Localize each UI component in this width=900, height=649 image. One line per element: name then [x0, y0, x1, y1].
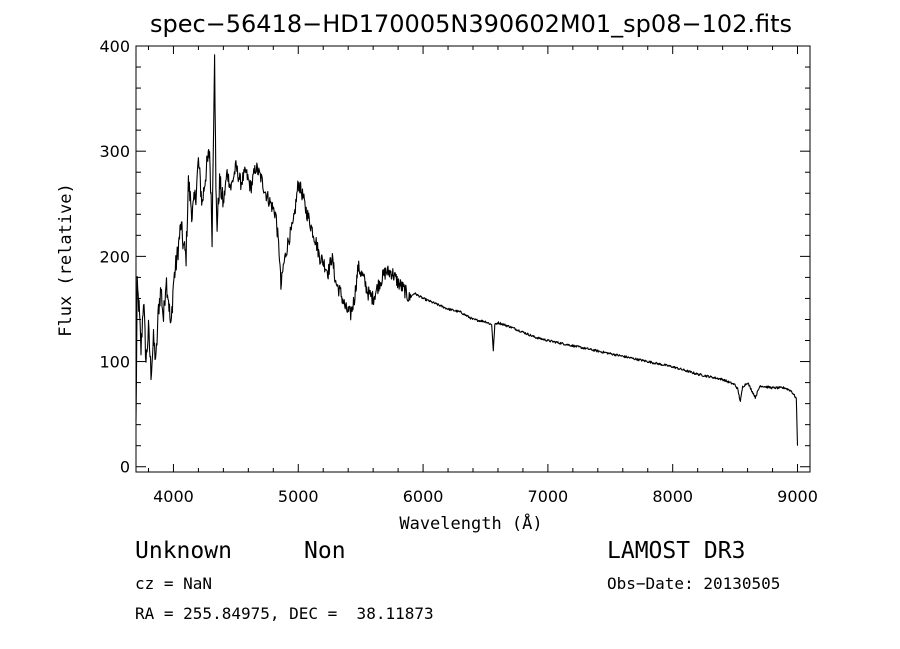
y-tick-label: 100 [99, 353, 130, 372]
x-axis: 4000 5000 6000 7000 8000 9000 [147, 46, 818, 506]
x-tick-label: 9000 [777, 487, 818, 506]
x-tick-label: 5000 [278, 487, 319, 506]
y-axis-label: Flux (relative) [56, 183, 76, 337]
x-tick-label: 4000 [153, 487, 194, 506]
redshift-label: cz = NaN [135, 574, 213, 593]
x-tick-label: 7000 [528, 487, 569, 506]
y-axis: 0 100 200 300 400 [99, 37, 810, 477]
y-tick-label: 400 [99, 37, 130, 56]
x-tick-label: 8000 [652, 487, 693, 506]
x-tick-label: 6000 [403, 487, 444, 506]
obs-date-label: Obs−Date: 20130505 [607, 574, 781, 593]
subclass-label: Non [304, 538, 346, 564]
chart-title: spec−56418−HD170005N390602M01_sp08−102.f… [150, 10, 792, 38]
y-tick-label: 300 [99, 142, 130, 161]
spectrum-line [135, 54, 799, 446]
y-tick-label: 200 [99, 247, 130, 266]
y-tick-label: 0 [120, 458, 130, 477]
spectrum-chart: spec−56418−HD170005N390602M01_sp08−102.f… [56, 10, 818, 534]
x-axis-label: Wavelength (Å) [399, 512, 542, 534]
coordinates-label: RA = 255.84975, DEC = 38.11873 [135, 604, 434, 623]
classification-label: Unknown [135, 538, 232, 564]
survey-label: LAMOST DR3 [607, 538, 746, 564]
plot-frame [135, 45, 811, 473]
